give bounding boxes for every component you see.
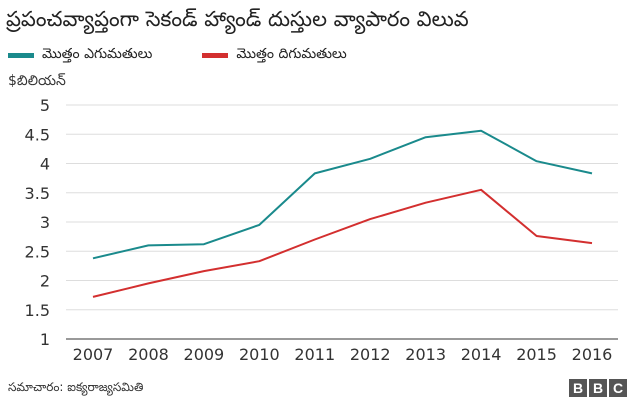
legend-item-imports: మొత్తం దిగుమతులు <box>202 45 347 65</box>
source-note: సమాచారం: ఐక్యరాజ్యసమితి <box>8 380 144 394</box>
series-line-exports <box>92 129 593 260</box>
x-tick-label: 2009 <box>184 345 225 364</box>
y-tick-label: 4 <box>40 155 50 174</box>
y-tick-label: 5 <box>40 96 50 115</box>
legend-item-exports: మొత్తం ఎగుమతులు <box>8 46 152 65</box>
line-chart: 5 4.5 4 3.5 3 2.5 2 1.5 1 2007 2008 2009 2010 2011 201… <box>25 96 618 364</box>
x-tick-label: 2012 <box>350 345 391 364</box>
bbc-logo-letter: B <box>569 379 587 397</box>
y-axis-label: $బిలియన్ <box>8 73 66 89</box>
y-tick-label: 4.5 <box>25 125 50 144</box>
chart-title: ప్రపంచవ్యాప్తంగా సెకండ్ హ్యాండ్ దుస్తుల … <box>6 7 469 31</box>
bbc-logo-letter: B <box>589 379 607 397</box>
x-tick-label: 2011 <box>294 345 335 364</box>
x-tick-label: 2013 <box>405 345 446 364</box>
x-tick-label: 2015 <box>516 345 557 364</box>
legend-label-imports: మొత్తం దిగుమతులు <box>236 45 347 62</box>
legend-swatch-exports <box>8 52 34 58</box>
y-tick-label: 3 <box>40 213 50 232</box>
y-tick-label: 1.5 <box>25 301 50 320</box>
y-tick-label: 2.5 <box>25 242 50 261</box>
legend: మొత్తం ఎగుమతులు మొత్తం దిగుమతులు <box>8 45 397 65</box>
x-tick-label: 2010 <box>239 345 280 364</box>
bbc-logo-letter: C <box>609 379 627 397</box>
x-tick-label: 2007 <box>73 345 114 364</box>
y-tick-label: 1 <box>40 330 50 349</box>
x-tick-label: 2008 <box>128 345 169 364</box>
y-tick-label: 3.5 <box>25 184 50 203</box>
x-tick-label: 2014 <box>461 345 502 364</box>
y-tick-label: 2 <box>40 272 50 291</box>
series-line-imports <box>92 188 593 298</box>
bbc-logo: B B C <box>567 379 627 397</box>
legend-swatch-imports <box>202 52 229 58</box>
legend-label-exports: మొత్తం ఎగుమతులు <box>42 45 153 62</box>
x-tick-label: 2016 <box>572 345 613 364</box>
